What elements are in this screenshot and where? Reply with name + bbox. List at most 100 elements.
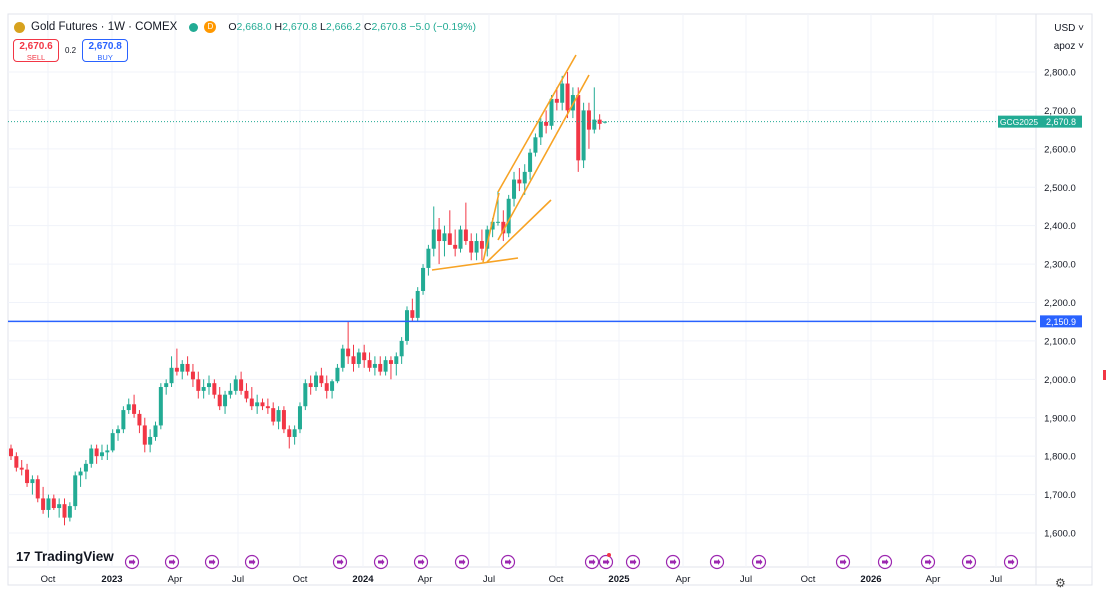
candle-body[interactable] [405,310,409,341]
event-marker-icon[interactable] [920,554,936,570]
tradingview-logo[interactable]: 17 TradingView [16,549,114,564]
candle-body[interactable] [196,379,201,391]
event-marker-icon[interactable] [961,554,977,570]
candle-body[interactable] [180,363,185,372]
candle-body[interactable] [239,379,244,391]
candle-body[interactable] [57,504,62,509]
trend-line-drawing[interactable] [486,199,552,263]
candle-body[interactable] [314,375,319,388]
candle-body[interactable] [228,390,233,395]
event-marker-icon[interactable] [665,554,681,570]
event-marker-icon[interactable] [124,554,140,570]
candle-body[interactable] [479,241,484,249]
candle-body[interactable] [14,456,19,468]
trend-line-drawing[interactable] [482,192,500,263]
candle-body[interactable] [340,348,345,368]
symbol-title[interactable]: Gold Futures · 1W · COMEX [31,21,178,33]
candle-body[interactable] [533,137,538,153]
candle-body[interactable] [73,475,78,507]
candle-body[interactable] [9,448,13,457]
candle-body[interactable] [190,371,195,380]
candle-body[interactable] [153,425,158,437]
candle-body[interactable] [142,425,147,445]
candle-body[interactable] [581,110,586,161]
candle-body[interactable] [576,95,581,161]
candle-body[interactable] [495,221,500,223]
candle-body[interactable] [463,229,468,242]
candle-body[interactable] [158,387,163,426]
candle-body[interactable] [255,402,260,407]
candle-body[interactable] [116,429,121,434]
candle-body[interactable] [46,498,51,510]
candle-body[interactable] [67,506,72,518]
candle-body[interactable] [453,244,458,249]
candle-body[interactable] [121,410,126,430]
candle-body[interactable] [132,404,137,414]
event-marker-icon[interactable] [625,554,641,570]
candle-body[interactable] [217,394,222,407]
candle-body[interactable] [490,221,495,230]
event-marker-icon[interactable] [164,554,180,570]
candle-body[interactable] [260,402,265,407]
candle-body[interactable] [362,352,367,361]
candle-body[interactable] [335,367,340,382]
candle-body[interactable] [35,479,40,499]
candle-body[interactable] [469,241,474,253]
candle-body[interactable] [367,360,372,368]
candle-body[interactable] [565,83,570,111]
candle-body[interactable] [415,290,420,318]
candle-body[interactable] [148,436,153,445]
candle-body[interactable] [185,363,190,372]
candle-body[interactable] [383,360,388,372]
candle-body[interactable] [544,121,549,126]
candle-body[interactable] [281,410,286,430]
candle-body[interactable] [431,229,436,249]
candle-body[interactable] [25,469,30,484]
candle-body[interactable] [554,98,559,103]
candle-body[interactable] [19,467,24,470]
currency-selector[interactable]: USD ˅ [1054,23,1084,34]
candle-body[interactable] [372,363,377,368]
candle-body[interactable] [586,110,591,130]
candle-body[interactable] [549,98,554,126]
candle-body[interactable] [249,398,254,407]
candle-body[interactable] [426,248,431,268]
event-marker-icon[interactable] [598,554,614,570]
candle-body[interactable] [330,381,335,391]
candle-body[interactable] [89,448,94,464]
candle-body[interactable] [62,504,67,518]
candle-body[interactable] [297,406,302,430]
candle-body[interactable] [94,448,99,457]
event-marker-icon[interactable] [835,554,851,570]
candle-body[interactable] [560,83,565,103]
trend-line-drawing[interactable] [497,74,590,241]
scale-mode-selector[interactable]: apoz ˅ [1054,41,1084,52]
candle-body[interactable] [78,471,83,476]
event-marker-icon[interactable] [1003,554,1019,570]
candle-body[interactable] [30,479,35,484]
buy-button[interactable]: 2,670.8 BUY [82,39,129,62]
candle-body[interactable] [378,363,383,372]
candle-body[interactable] [169,367,174,384]
candle-body[interactable] [501,221,506,234]
candle-body[interactable] [522,171,527,184]
settings-gear-icon[interactable]: ⚙ [1055,576,1066,590]
candle-body[interactable] [346,348,351,357]
candle-body[interactable] [201,387,206,391]
candle-body[interactable] [287,429,292,437]
candle-body[interactable] [233,379,238,391]
candle-body[interactable] [292,429,297,437]
event-marker-icon[interactable] [751,554,767,570]
candle-body[interactable] [212,383,217,395]
event-marker-icon[interactable] [332,554,348,570]
candle-body[interactable] [319,375,324,384]
candle-body[interactable] [474,241,479,253]
candle-body[interactable] [485,229,490,249]
candle-body[interactable] [99,452,104,457]
candle-body[interactable] [223,394,228,407]
candle-body[interactable] [447,233,452,245]
candle-body[interactable] [351,356,356,364]
trend-line-drawing[interactable] [497,54,577,193]
candle-body[interactable] [308,383,313,388]
